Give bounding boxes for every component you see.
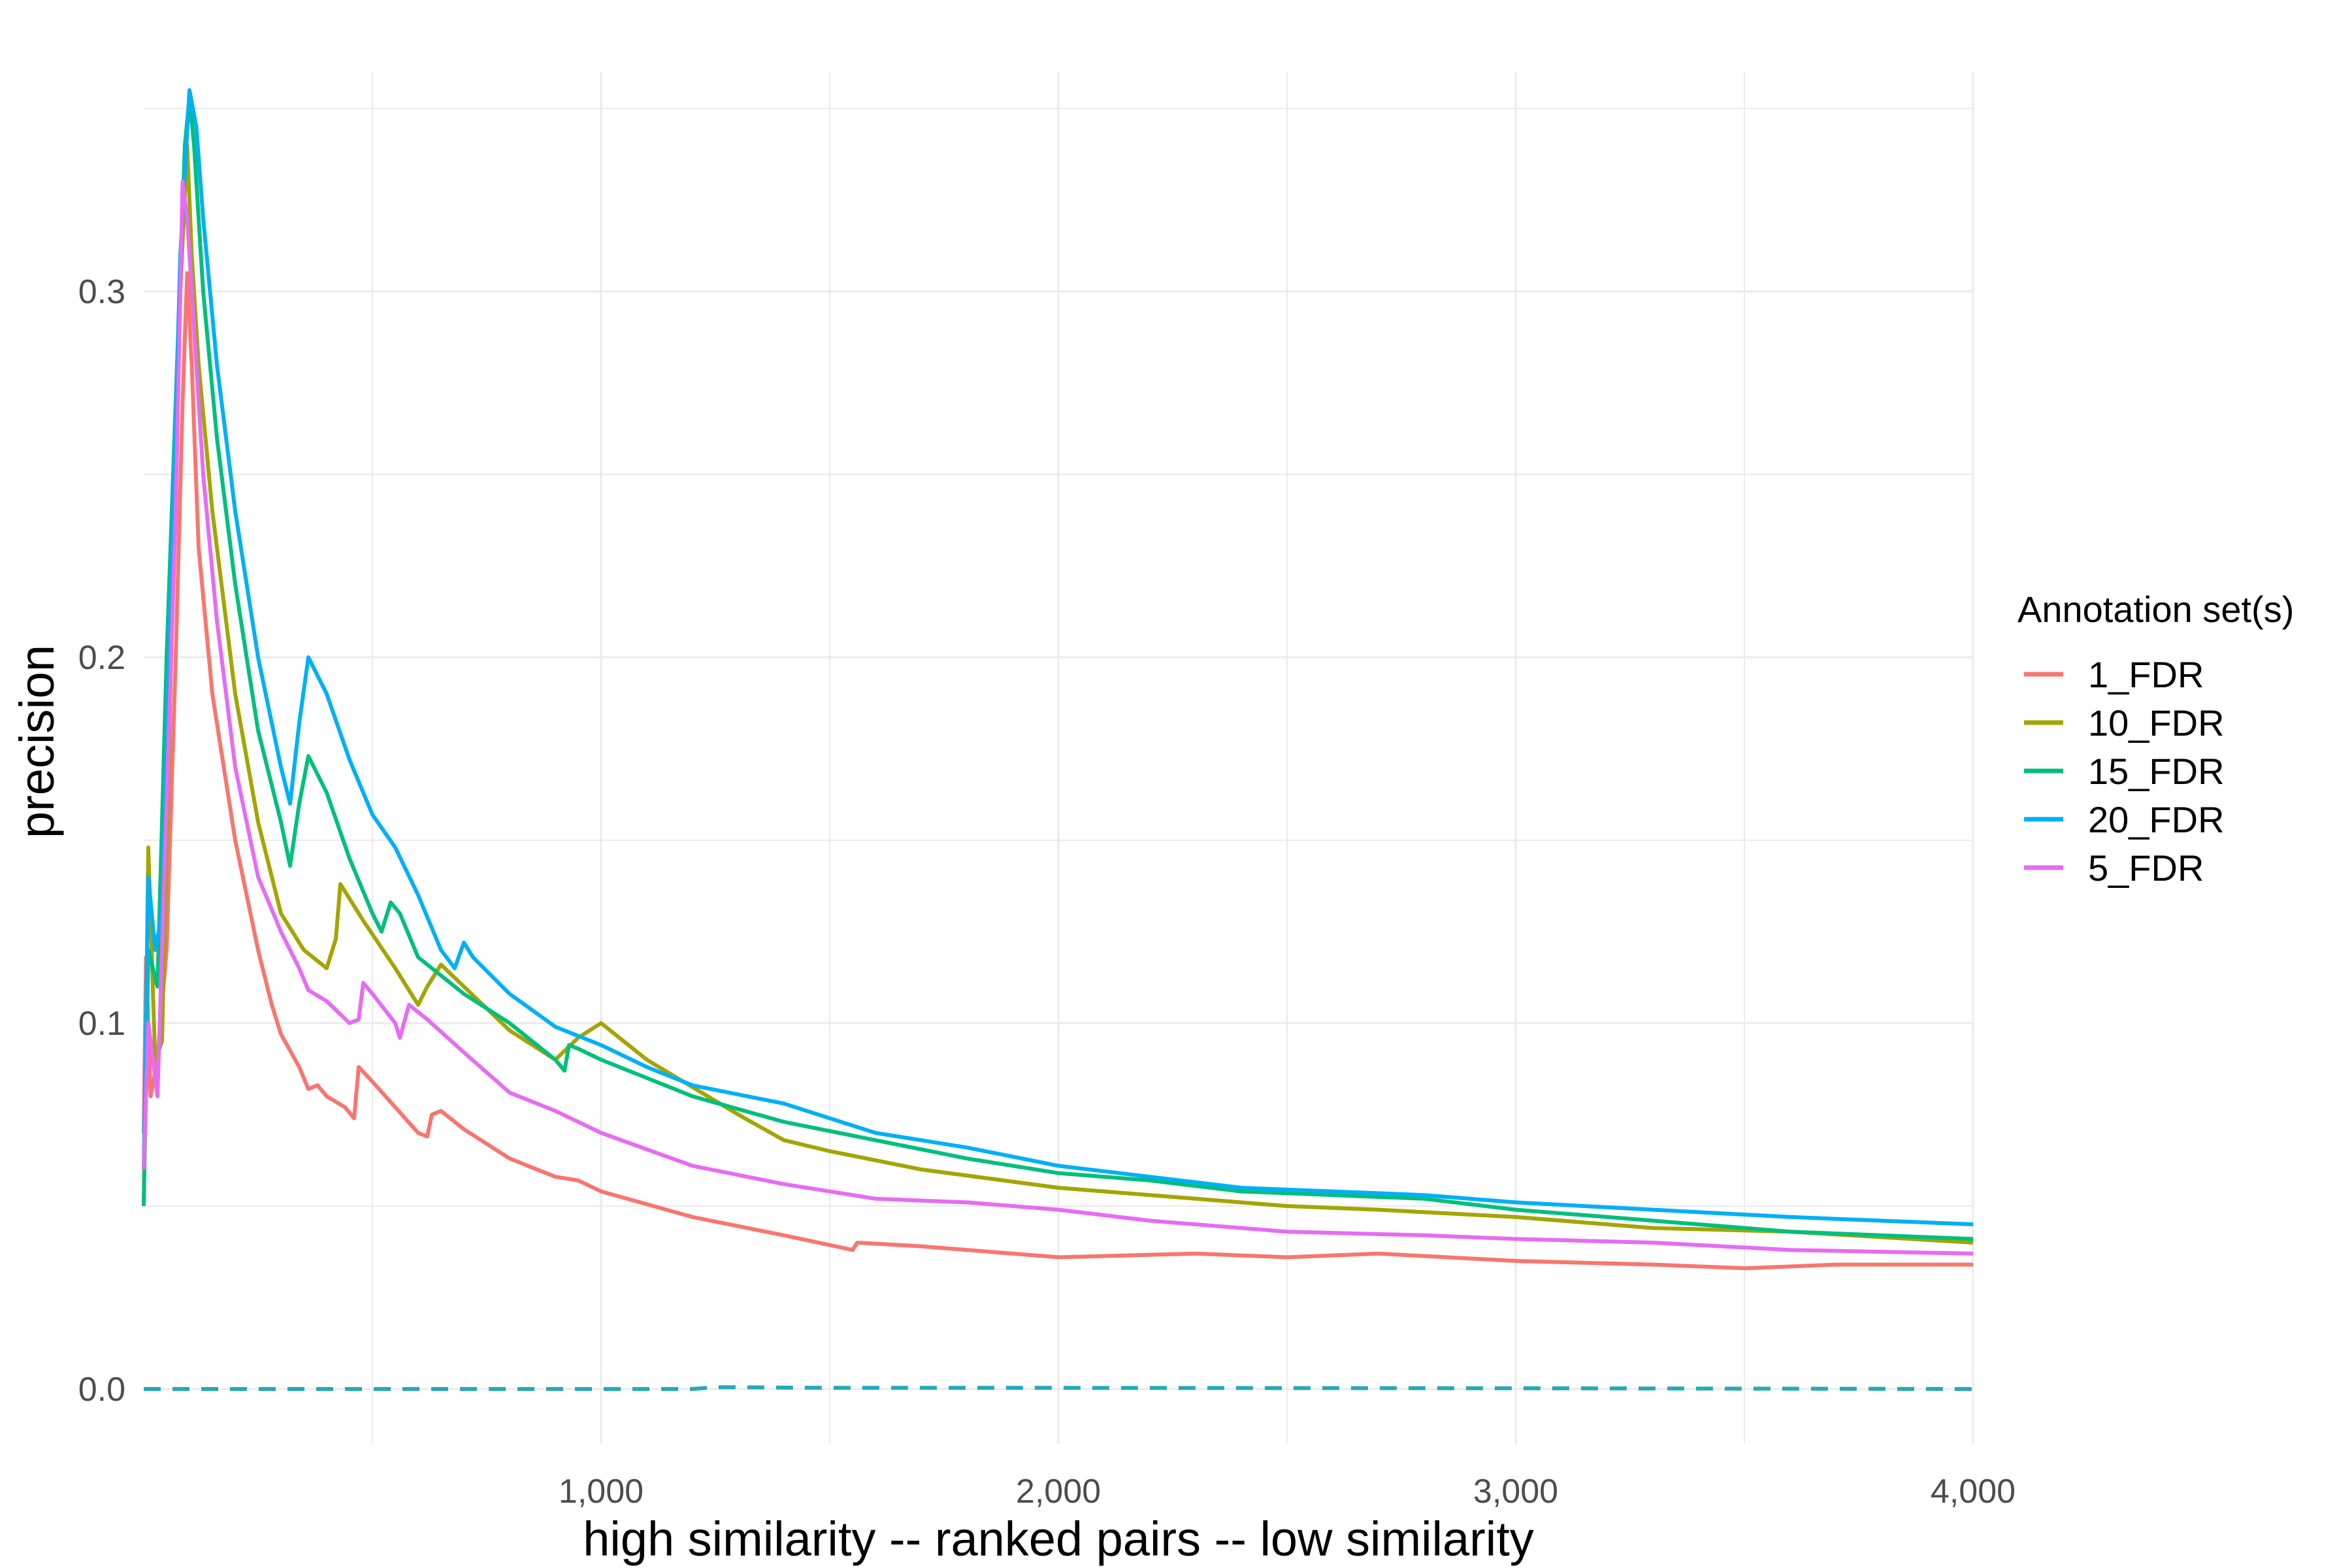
x-tick-label: 4,000 (1931, 1473, 2016, 1511)
y-tick-label: 0.2 (78, 639, 125, 677)
x-tick-label: 1,000 (559, 1473, 644, 1511)
x-tick-label: 2,000 (1016, 1473, 1101, 1511)
y-axis-ticks: 0.0 0.1 0.2 0.3 (78, 273, 125, 1409)
series-line-1_FDR (142, 271, 1973, 1271)
series-line-5_FDR (142, 180, 1974, 1256)
legend-title: Annotation set(s) (2017, 589, 2294, 630)
y-tick-label: 0.1 (78, 1005, 125, 1043)
legend-label-15_FDR: 15_FDR (2088, 751, 2225, 792)
y-tick-label: 0.3 (78, 273, 125, 311)
legend-label-1_FDR: 1_FDR (2088, 654, 2204, 695)
series-line-15_FDR (142, 95, 1974, 1241)
series-line-10_FDR (142, 143, 1974, 1245)
grid (144, 72, 1974, 1444)
legend-label-5_FDR: 5_FDR (2088, 847, 2204, 889)
x-axis-ticks: 1,000 2,000 3,000 4,000 (559, 1473, 2016, 1511)
x-axis-title: high similarity -- ranked pairs -- low s… (583, 1512, 1534, 1566)
legend: Annotation set(s) 1_FDR 10_FDR 15_FDR 20_FD… (2017, 589, 2294, 889)
x-tick-label: 3,000 (1473, 1473, 1558, 1511)
baseline-dashed-line (144, 1385, 1974, 1391)
legend-label-10_FDR: 10_FDR (2088, 702, 2225, 743)
y-axis-title: precision (10, 645, 64, 838)
series-line-20_FDR (142, 88, 1974, 1226)
y-tick-label: 0.0 (78, 1371, 125, 1409)
legend-label-20_FDR: 20_FDR (2088, 799, 2225, 840)
series-lines (142, 88, 1974, 1391)
legend-items: 1_FDR 10_FDR 15_FDR 20_FDR 5_FDR (2024, 654, 2225, 889)
